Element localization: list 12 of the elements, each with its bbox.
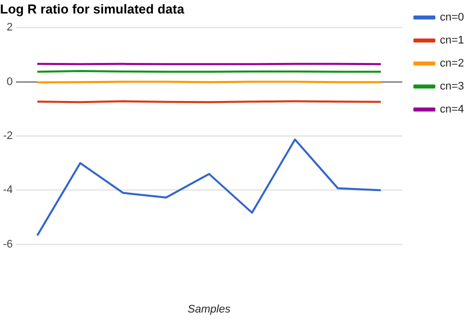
y-tick-label: -4 bbox=[3, 184, 13, 196]
chart-title: Log R ratio for simulated data bbox=[0, 1, 185, 16]
legend-label: cn=4 bbox=[440, 104, 464, 116]
legend-label: cn=3 bbox=[440, 80, 464, 93]
legend-label: cn=1 bbox=[440, 34, 464, 47]
legend-label: cn=2 bbox=[440, 58, 464, 70]
y-tick-label: -2 bbox=[3, 130, 13, 142]
y-tick-label: 0 bbox=[6, 76, 13, 88]
legend-label: cn=0 bbox=[440, 12, 464, 24]
y-tick-label: 2 bbox=[6, 22, 13, 34]
x-axis-title: Samples bbox=[188, 303, 231, 316]
y-tick-label: -6 bbox=[3, 238, 13, 250]
